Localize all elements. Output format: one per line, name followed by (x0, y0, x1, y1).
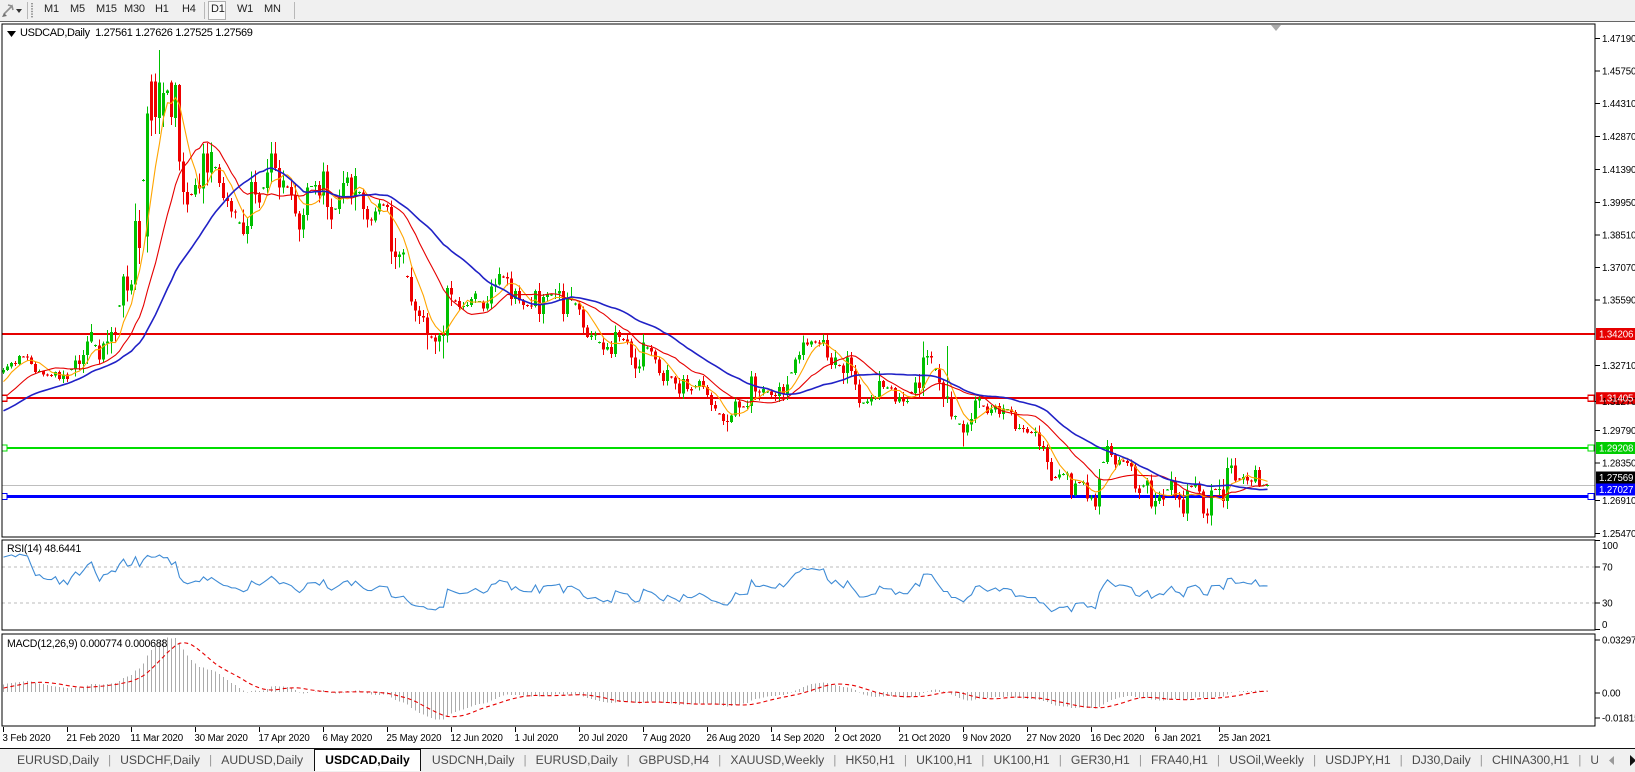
svg-text:1.27027: 1.27027 (1599, 485, 1633, 496)
svg-text:100: 100 (1602, 541, 1619, 552)
svg-text:1.39950: 1.39950 (1602, 198, 1635, 209)
svg-text:1.31405: 1.31405 (1599, 394, 1633, 405)
svg-text:21 Feb 2020: 21 Feb 2020 (67, 733, 121, 744)
svg-text:1.37070: 1.37070 (1602, 263, 1635, 274)
svg-text:20 Jul 2020: 20 Jul 2020 (579, 733, 629, 744)
svg-text:12 Jun 2020: 12 Jun 2020 (451, 733, 504, 744)
svg-text:0.032972: 0.032972 (1602, 636, 1635, 647)
svg-text:1.25470: 1.25470 (1602, 529, 1635, 540)
svg-text:1.42870: 1.42870 (1602, 132, 1635, 143)
svg-text:17 Apr 2020: 17 Apr 2020 (259, 733, 311, 744)
svg-text:7 Aug 2020: 7 Aug 2020 (643, 733, 692, 744)
svg-text:1.29790: 1.29790 (1602, 426, 1635, 437)
svg-text:1.28350: 1.28350 (1602, 459, 1635, 470)
svg-text:0.00: 0.00 (1602, 689, 1621, 700)
svg-text:1.31270: 1.31270 (1602, 397, 1635, 408)
svg-text:14 Sep 2020: 14 Sep 2020 (771, 733, 826, 744)
svg-text:9 Nov 2020: 9 Nov 2020 (963, 733, 1012, 744)
svg-text:-0.01815: -0.01815 (1602, 714, 1635, 725)
svg-text:1.29208: 1.29208 (1599, 444, 1633, 455)
svg-text:3 Feb 2020: 3 Feb 2020 (3, 733, 52, 744)
svg-text:21 Oct 2020: 21 Oct 2020 (899, 733, 951, 744)
svg-text:30 Mar 2020: 30 Mar 2020 (195, 733, 249, 744)
svg-text:1.26910: 1.26910 (1602, 496, 1635, 507)
svg-text:USDCAD,Daily 1.27561 1.27626: USDCAD,Daily 1.27561 1.27626 1.27525 1.2… (20, 27, 253, 39)
svg-text:25 May 2020: 25 May 2020 (387, 733, 443, 744)
svg-text:30: 30 (1602, 599, 1613, 610)
svg-text:1.47190: 1.47190 (1602, 34, 1635, 45)
svg-text:0: 0 (1602, 620, 1608, 631)
svg-text:25 Jan 2021: 25 Jan 2021 (1219, 733, 1271, 744)
svg-text:1.38510: 1.38510 (1602, 231, 1635, 242)
svg-text:26 Aug 2020: 26 Aug 2020 (707, 733, 761, 744)
svg-text:27 Nov 2020: 27 Nov 2020 (1027, 733, 1082, 744)
svg-text:6 May 2020: 6 May 2020 (323, 733, 373, 744)
svg-text:1.41390: 1.41390 (1602, 165, 1635, 176)
svg-text:70: 70 (1602, 563, 1613, 574)
svg-text:1 Jul 2020: 1 Jul 2020 (515, 733, 559, 744)
svg-text:1.27569: 1.27569 (1599, 473, 1633, 484)
svg-text:2 Oct 2020: 2 Oct 2020 (835, 733, 882, 744)
svg-text:RSI(14) 48.6441: RSI(14) 48.6441 (7, 543, 81, 555)
svg-text:11 Mar 2020: 11 Mar 2020 (131, 733, 184, 744)
svg-text:6 Jan 2021: 6 Jan 2021 (1155, 733, 1202, 744)
svg-text:MACD(12,26,9) 0.000774 0.00068: MACD(12,26,9) 0.000774 0.000688 (7, 638, 167, 650)
svg-text:16 Dec 2020: 16 Dec 2020 (1091, 733, 1146, 744)
svg-text:1.44310: 1.44310 (1602, 99, 1635, 110)
svg-text:1.35590: 1.35590 (1602, 296, 1635, 307)
svg-text:1.45750: 1.45750 (1602, 67, 1635, 78)
svg-text:1.34206: 1.34206 (1599, 330, 1633, 341)
svg-text:1.32710: 1.32710 (1602, 361, 1635, 372)
